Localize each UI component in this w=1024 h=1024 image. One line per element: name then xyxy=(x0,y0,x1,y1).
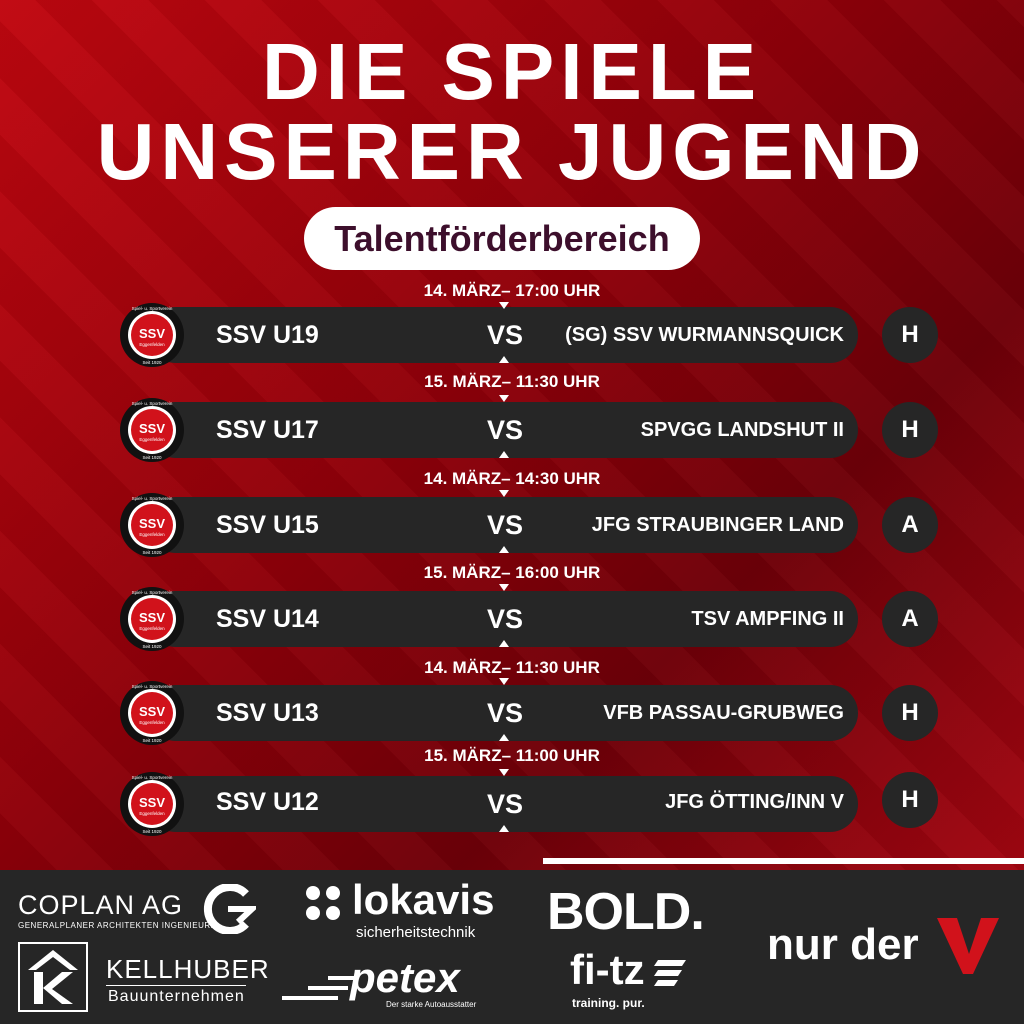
home-team: SSV U19 xyxy=(216,321,319,349)
home-team: SSV U12 xyxy=(216,788,319,816)
club-logo-icon xyxy=(120,303,184,367)
vs-label: VS xyxy=(486,604,524,634)
club-logo-icon xyxy=(120,772,184,836)
sponsor-nurderv-name: nur der xyxy=(767,920,919,969)
kellhuber-divider xyxy=(106,985,246,986)
sponsor-footer: COPLAN AG GENERALPLANER ARCHITEKTEN INGE… xyxy=(0,870,1024,1024)
club-logo-icon xyxy=(120,681,184,745)
arrow-up-icon xyxy=(499,451,509,458)
away-team: (SG) SSV WURMANNSQUICK xyxy=(565,324,844,346)
away-team: JFG STRAUBINGER LAND xyxy=(591,514,844,536)
club-logo-icon xyxy=(120,398,184,462)
vs-label: VS xyxy=(486,698,524,728)
fitz-logo-icon xyxy=(654,960,686,986)
sponsor-kellhuber-tagline: Bauunternehmen xyxy=(108,988,245,1005)
sponsor-lokavis-tagline: sicherheitstechnik xyxy=(356,924,476,941)
match-bar xyxy=(148,497,858,553)
club-logo-icon xyxy=(120,587,184,651)
footer-accent-line xyxy=(543,858,1024,864)
arrow-down-icon xyxy=(499,584,509,591)
sponsor-petex-name: petex xyxy=(350,954,460,1001)
match-date: 14. MÄRZ– 17:00 UHR xyxy=(423,281,601,300)
home-team: SSV U15 xyxy=(216,511,319,539)
vs-label: VS xyxy=(486,415,524,445)
arrow-up-icon xyxy=(499,734,509,741)
match-bar xyxy=(148,591,858,647)
match-date: 14. MÄRZ– 14:30 UHR xyxy=(423,469,601,488)
arrow-up-icon xyxy=(499,546,509,553)
headline-line-1: DIE SPIELE xyxy=(261,27,763,116)
match-date: 14. MÄRZ– 11:30 UHR xyxy=(424,658,600,677)
kellhuber-logo-icon xyxy=(18,942,88,1012)
vs-label: VS xyxy=(486,320,524,350)
arrow-down-icon xyxy=(499,395,509,402)
subtitle-pill: Talentförderbereich xyxy=(304,207,700,270)
coplan-logo-icon xyxy=(203,884,256,934)
away-team: SPVGG LANDSHUT II xyxy=(640,419,844,441)
match-date: 15. MÄRZ– 11:30 UHR xyxy=(424,372,600,391)
arrow-up-icon xyxy=(499,825,509,832)
vs-label: VS xyxy=(486,510,524,540)
sponsor-lokavis-name: lokavis xyxy=(352,876,495,923)
match-date: 15. MÄRZ– 11:00 UHR xyxy=(424,746,600,765)
match-bar xyxy=(148,402,858,458)
arrow-down-icon xyxy=(499,302,509,309)
sponsor-petex-tagline: Der starke Autoausstatter xyxy=(386,1000,477,1009)
sponsor-coplan-tagline: GENERALPLANER ARCHITEKTEN INGENIEURE xyxy=(18,921,217,930)
sponsor-bold-name: BOLD. xyxy=(547,883,705,941)
venue-badge: H xyxy=(882,307,938,363)
match-bar xyxy=(148,776,858,832)
match-bar xyxy=(148,685,858,741)
away-team: JFG ÖTTING/INN V xyxy=(665,791,844,813)
away-team: VFB PASSAU-GRUBWEG xyxy=(603,702,844,724)
arrow-down-icon xyxy=(499,490,509,497)
away-team: TSV AMPFING II xyxy=(691,608,844,630)
venue-badge: A xyxy=(882,497,938,553)
home-team: SSV U14 xyxy=(216,605,319,633)
sponsor-fitz-tagline: training. pur. xyxy=(572,996,645,1010)
arrow-up-icon xyxy=(499,356,509,363)
venue-badge: H xyxy=(882,685,938,741)
arrow-down-icon xyxy=(499,678,509,685)
home-team: SSV U13 xyxy=(216,699,319,727)
subtitle-text: Talentförderbereich xyxy=(334,217,670,259)
venue-badge: H xyxy=(882,402,938,458)
sponsor-fitz-name: fi-tz xyxy=(570,946,645,993)
venue-badge: H xyxy=(882,772,938,828)
arrow-down-icon xyxy=(499,769,509,776)
petex-logo-icon xyxy=(282,976,356,1000)
venue-badge: A xyxy=(882,591,938,647)
headline-line-2: UNSERER JUGEND xyxy=(96,107,928,196)
club-logo-icon xyxy=(120,493,184,557)
lokavis-logo-icon xyxy=(306,886,340,920)
match-date: 15. MÄRZ– 16:00 UHR xyxy=(423,563,601,582)
arrow-up-icon xyxy=(499,640,509,647)
sponsor-kellhuber-name: KELLHUBER xyxy=(106,954,270,984)
home-team: SSV U17 xyxy=(216,416,319,444)
match-bar xyxy=(148,307,858,363)
nurderv-logo-icon xyxy=(937,918,999,974)
sponsor-coplan-name: COPLAN AG xyxy=(18,890,184,920)
vs-label: VS xyxy=(486,789,524,819)
